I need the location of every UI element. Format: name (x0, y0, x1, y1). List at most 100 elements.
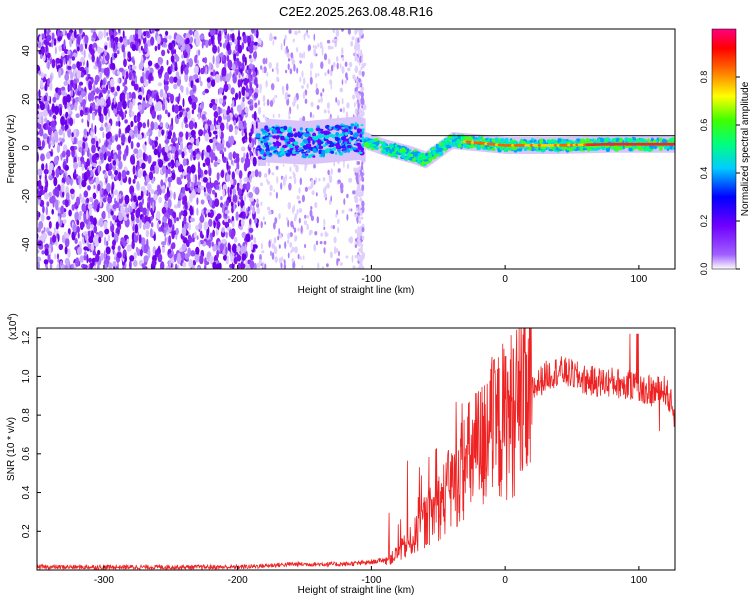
spectrogram-transition-point (361, 184, 365, 192)
spectrogram-noise-point (108, 262, 113, 269)
spectrogram-transition-point (298, 217, 301, 224)
spectrogram-noise-point (39, 102, 45, 111)
spectrogram-noise-point (138, 45, 141, 54)
spectrogram-transition-point (327, 169, 330, 175)
spectrogram-ridge-point (385, 147, 389, 153)
spectrogram-noise-point (78, 160, 81, 167)
spectrogram-noise-point (150, 207, 153, 215)
spectrogram-transition-point (358, 70, 362, 76)
spectrogram-transition-point (361, 63, 365, 68)
spectrogram-noise-point (233, 236, 238, 243)
spectrogram-transition-point (358, 171, 361, 176)
spectrogram-noise-point (129, 255, 135, 262)
spectrogram-ridge-point (360, 124, 364, 127)
spectrogram-transition-point (302, 255, 305, 260)
spectrogram-transition-point (360, 49, 363, 55)
spectrogram-noise-point (235, 211, 239, 222)
spectrogram-transition-point (329, 79, 333, 86)
spectrogram-noise-point (68, 58, 72, 66)
spectrogram-noise-point (73, 137, 77, 145)
spectrogram-noise-point (68, 85, 73, 91)
spectrogram-transition-point (337, 226, 340, 233)
spectrogram-noise-point (190, 164, 196, 174)
spectrogram-noise-point (196, 181, 202, 186)
spectrogram-noise-point (104, 45, 108, 50)
spectrogram-transition-point (354, 87, 358, 92)
spectrogram-noise-point (44, 117, 48, 123)
spectrogram-noise-point (184, 253, 190, 260)
spectrogram-noise-point (209, 29, 215, 36)
spectrogram-transition-point (324, 231, 328, 238)
spectrogram-noise-point (218, 87, 224, 94)
spectrogram-noise-point (242, 136, 245, 144)
spectrogram-ridge-point (265, 125, 268, 129)
spectrogram-transition-point (355, 204, 359, 208)
spectrogram-noise-point (173, 253, 177, 262)
spectrogram-noise-point (221, 227, 225, 233)
spectrogram-noise-point (45, 42, 48, 53)
spectrogram-ridge-point (418, 157, 423, 161)
spectrogram-transition-point (293, 227, 297, 233)
spectrogram-noise-point (226, 256, 229, 262)
spectrogram-transition-point (280, 182, 283, 190)
spectrogram-noise-point (119, 36, 123, 43)
spectrogram-noise-point (253, 111, 257, 121)
spectrogram-ridge-point (348, 138, 352, 143)
spectrogram-noise-point (41, 163, 45, 171)
spectrogram-noise-point (63, 39, 66, 50)
spectrogram-ridge-point (664, 145, 669, 149)
spectrogram-noise-point (256, 203, 260, 208)
spectrogram-noise-point (54, 253, 57, 260)
spectrogram-noise-point (240, 157, 244, 164)
spectrogram-noise-point (116, 158, 119, 166)
spectrogram-noise-point (201, 150, 204, 161)
spectrogram-ridge-point (610, 146, 614, 150)
spectrogram-noise-point (182, 98, 185, 108)
spectrogram-transition-point (268, 62, 272, 69)
spectrogram-noise-point (165, 30, 169, 36)
spectrogram-noise-point (105, 125, 109, 133)
spectrogram-noise-point (118, 120, 121, 127)
spectrogram-noise-point (248, 147, 251, 152)
spectrogram-noise-point (88, 257, 93, 263)
spectrogram-noise-point (143, 188, 147, 196)
spectrogram-transition-point (355, 174, 359, 182)
spectrogram-noise-point (116, 85, 121, 92)
spectrogram-noise-point (230, 230, 235, 240)
spectrogram-noise-point (184, 238, 187, 244)
spectrogram-noise-point (168, 42, 173, 51)
spectrogram-noise-point (83, 246, 88, 251)
spectrogram-noise-point (107, 196, 112, 204)
spectrogram-noise-point (104, 228, 110, 235)
spectrogram-ridge-point (356, 142, 361, 146)
spectrogram-noise-point (153, 148, 158, 156)
spectrogram-noise-point (212, 142, 216, 152)
spectrogram-noise-point (226, 160, 229, 171)
spectrogram-noise-point (253, 218, 258, 224)
spectrogram-noise-point (220, 196, 223, 201)
spectrogram-noise-point (190, 94, 196, 100)
spectrogram-transition-point (358, 205, 361, 210)
spectrogram-transition-point (272, 39, 275, 46)
spectrogram-transition-point (341, 98, 344, 105)
spectrogram-transition-point (352, 94, 356, 100)
spectrogram-noise-point (56, 263, 60, 269)
spectrogram-noise-point (91, 154, 97, 164)
spectrogram-noise-point (158, 143, 162, 153)
spectrogram-noise-point (42, 205, 45, 214)
spectrogram-noise-point (248, 90, 252, 97)
spectrogram-noise-point (175, 227, 179, 235)
spectrogram-ridge-point (529, 140, 534, 143)
spectrogram-transition-point (320, 96, 323, 103)
spectrogram-transition-point (334, 38, 338, 42)
spectrogram-transition-point (315, 192, 318, 197)
spectrogram-noise-point (108, 122, 111, 132)
spectrogram-noise-point (122, 251, 125, 259)
spectrogram-noise-point (88, 80, 92, 91)
spectrogram-noise-point (41, 250, 45, 255)
spectrogram-noise-point (149, 166, 153, 172)
spectrogram-ridge-point (394, 147, 400, 151)
spectrogram-noise-point (208, 166, 212, 177)
spectrogram-noise-point (149, 228, 153, 238)
